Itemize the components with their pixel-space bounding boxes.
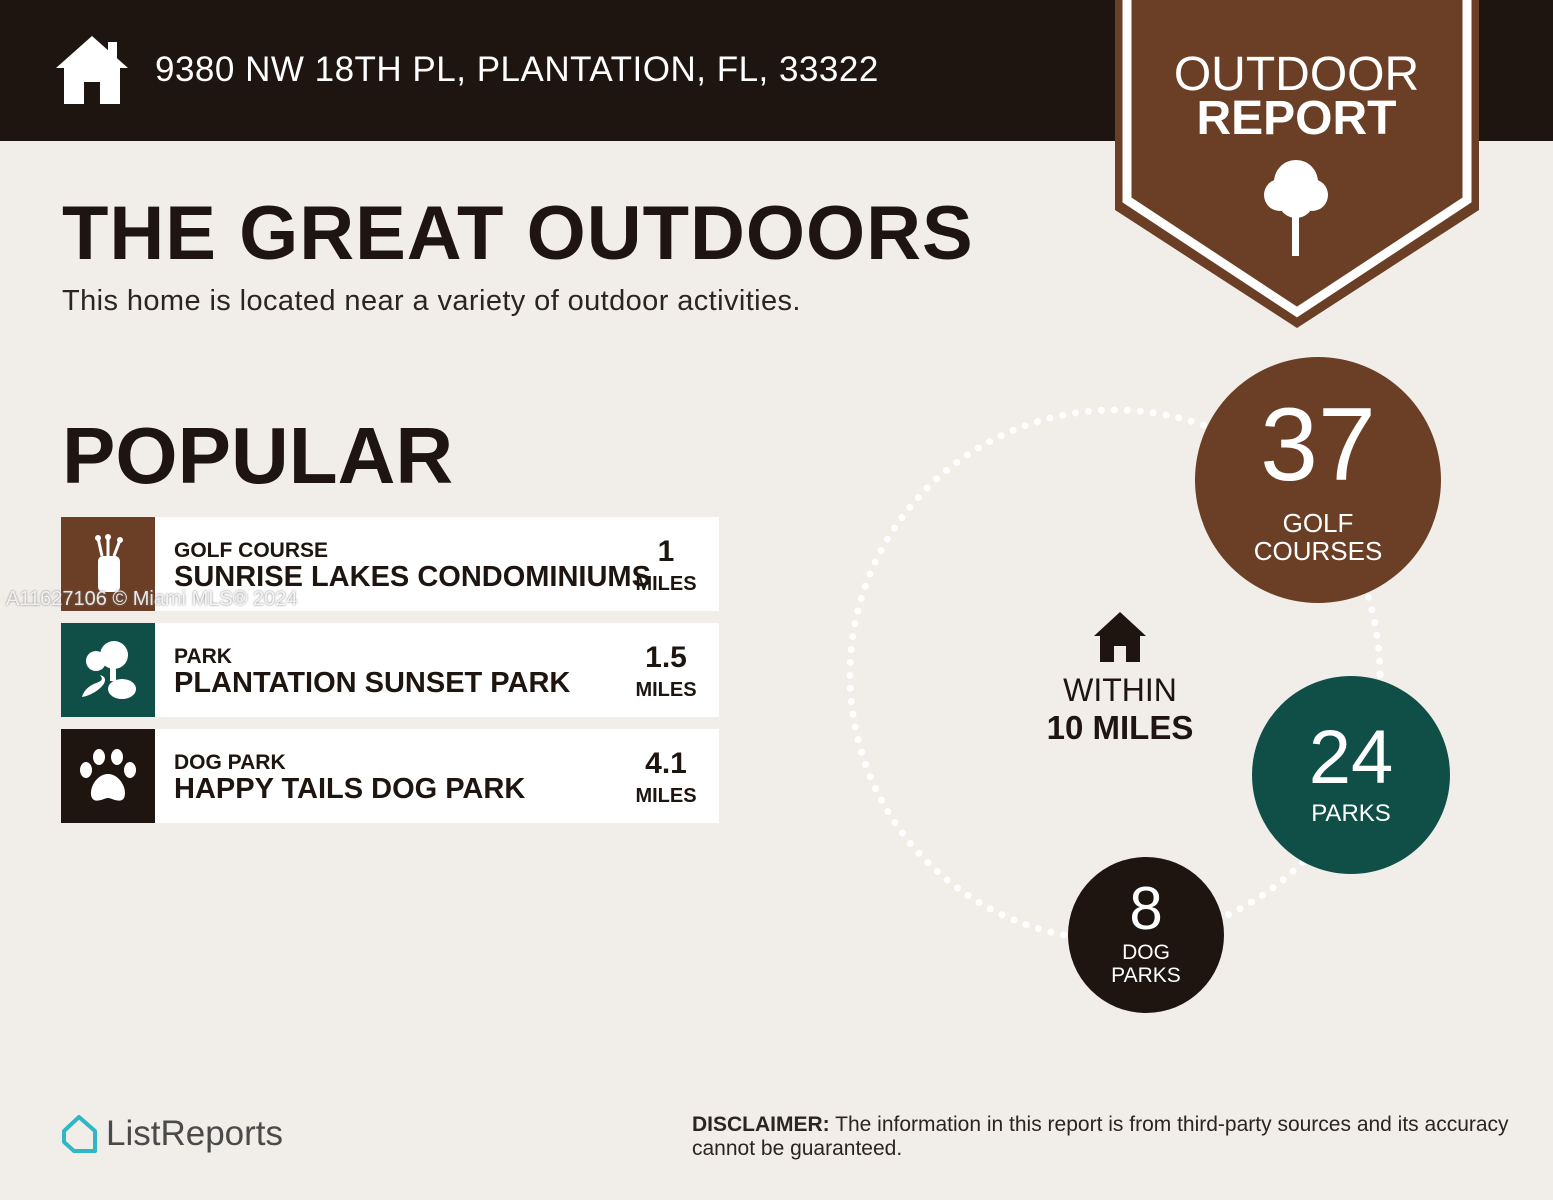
item-name: SUNRISE LAKES CONDOMINIUMS xyxy=(174,561,651,593)
item-name: PLANTATION SUNSET PARK xyxy=(174,667,571,699)
badge-line1: OUTDOOR xyxy=(1173,48,1420,101)
logo-text: ListReports xyxy=(106,1114,284,1153)
count-value: 8 xyxy=(1129,875,1163,942)
dog-parks-count: 8 DOG PARKS xyxy=(1068,857,1224,1013)
home-icon xyxy=(56,36,128,104)
count-value: 24 xyxy=(1308,715,1394,800)
popular-item-dog-park: DOG PARK HAPPY TAILS DOG PARK 4.1 MILES xyxy=(61,729,719,823)
item-unit: MILES xyxy=(635,573,697,595)
item-distance: 1 xyxy=(657,535,675,568)
count-label: GOLF xyxy=(1282,508,1354,538)
item-unit: MILES xyxy=(635,785,697,807)
disclaimer: DISCLAIMER: The information in this repo… xyxy=(692,1113,1512,1161)
count-label: PARKS xyxy=(1311,800,1391,827)
watermark: A11627106 © Miami MLS® 2024 xyxy=(6,588,298,610)
item-distance: 1.5 xyxy=(645,641,687,674)
item-distance: 4.1 xyxy=(645,747,687,780)
park-trees-icon xyxy=(61,623,155,717)
listreports-logo[interactable]: ListReports xyxy=(60,1114,283,1154)
item-category: PARK xyxy=(174,645,232,668)
page-title: THE GREAT OUTDOORS xyxy=(62,191,974,276)
item-name: HAPPY TAILS DOG PARK xyxy=(174,773,526,805)
count-label: COURSES xyxy=(1253,536,1383,566)
item-category: DOG PARK xyxy=(174,751,286,774)
disclaimer-text: The information in this report is from t… xyxy=(692,1113,1509,1160)
golf-courses-count: 37 GOLF COURSES xyxy=(1195,357,1441,603)
popular-item-park: PARK PLANTATION SUNSET PARK 1.5 MILES xyxy=(61,623,719,717)
outdoor-report-badge xyxy=(1115,0,1479,328)
paw-icon xyxy=(61,729,155,823)
radius-value: 10 MILES xyxy=(1046,709,1194,746)
count-value: 37 xyxy=(1260,387,1376,503)
within-radius: WITHIN 10 MILES xyxy=(1040,672,1200,747)
badge-line2: REPORT xyxy=(1196,92,1397,145)
item-category: GOLF COURSE xyxy=(174,539,329,562)
count-label: PARKS xyxy=(1111,964,1181,987)
popular-heading: POPULAR xyxy=(62,411,454,500)
home-icon xyxy=(1094,612,1146,662)
page-subtitle: This home is located near a variety of o… xyxy=(62,285,801,317)
parks-count: 24 PARKS xyxy=(1252,676,1450,874)
tree-icon xyxy=(1264,160,1328,256)
property-address: 9380 NW 18TH PL, PLANTATION, FL, 33322 xyxy=(155,50,879,89)
popular-item-golf: GOLF COURSE SUNRISE LAKES CONDOMINIUMS 1… xyxy=(61,517,719,611)
logo-icon xyxy=(62,1115,97,1153)
within-label: WITHIN xyxy=(1063,672,1177,708)
golf-bag-icon xyxy=(61,517,155,611)
disclaimer-label: DISCLAIMER: xyxy=(692,1113,830,1136)
item-unit: MILES xyxy=(635,679,697,701)
count-label: DOG xyxy=(1122,941,1170,964)
